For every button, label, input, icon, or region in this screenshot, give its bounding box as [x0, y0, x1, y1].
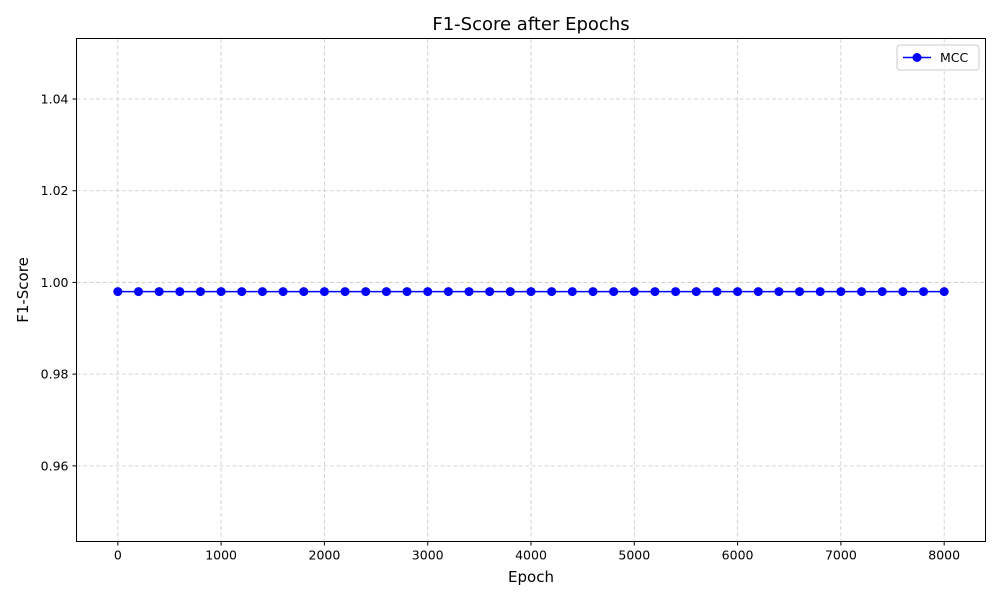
x-tick-label: 2000 [309, 548, 341, 563]
legend: MCC [896, 44, 980, 71]
data-point [857, 287, 867, 297]
x-tick-label: 5000 [618, 548, 650, 563]
data-point [877, 287, 887, 297]
x-tick-label: 8000 [928, 548, 960, 563]
data-point [671, 287, 681, 297]
data-point [774, 287, 784, 297]
data-point [526, 287, 536, 297]
data-point [154, 287, 164, 297]
data-point [939, 287, 949, 297]
y-tick-label: 0.96 [41, 458, 69, 473]
x-tick-label: 3000 [412, 548, 444, 563]
legend-label-mcc: MCC [940, 50, 969, 65]
y-tick-label: 1.02 [41, 183, 69, 198]
data-point [443, 287, 453, 297]
x-tick-label: 4000 [515, 548, 547, 563]
series-layer [113, 287, 949, 297]
data-point [464, 287, 474, 297]
ticks: 0 1000 2000 3000 4000 5000 6000 7000 8000 0.96 0.9… [41, 92, 960, 563]
data-point [588, 287, 598, 297]
data-point [733, 287, 743, 297]
data-point [361, 287, 371, 297]
data-point [629, 287, 639, 297]
data-point [609, 287, 619, 297]
data-point [485, 287, 495, 297]
data-point [319, 287, 329, 297]
data-point [712, 287, 722, 297]
x-tick-label: 6000 [722, 548, 754, 563]
data-point [691, 287, 701, 297]
data-point [567, 287, 577, 297]
data-point [133, 287, 143, 297]
data-point [753, 287, 763, 297]
grid [76, 38, 986, 542]
y-tick-label: 1.00 [41, 275, 69, 290]
legend-marker-swatch [912, 53, 922, 62]
y-tick-label: 0.98 [41, 367, 69, 382]
data-point [340, 287, 350, 297]
data-point [815, 287, 825, 297]
data-point [505, 287, 515, 297]
data-point [898, 287, 908, 297]
y-tick-label: 1.04 [41, 92, 69, 107]
chart-title: F1-Score after Epochs [432, 14, 629, 35]
legend-box [896, 44, 980, 71]
data-point [423, 287, 433, 297]
data-point [195, 287, 205, 297]
data-point [795, 287, 805, 297]
x-tick-label: 0 [114, 548, 122, 563]
data-point [402, 287, 412, 297]
x-axis-title: Epoch [508, 568, 554, 586]
data-point [257, 287, 267, 297]
data-point [216, 287, 226, 297]
data-point [547, 287, 557, 297]
data-point [237, 287, 247, 297]
data-point [381, 287, 391, 297]
y-axis-title: F1-Score [14, 257, 32, 323]
data-point [919, 287, 929, 297]
data-point [836, 287, 846, 297]
x-tick-label: 7000 [825, 548, 857, 563]
data-point [175, 287, 185, 297]
data-point [113, 287, 123, 297]
data-point [299, 287, 309, 297]
data-point [278, 287, 288, 297]
x-tick-label: 1000 [205, 548, 237, 563]
data-point [650, 287, 660, 297]
